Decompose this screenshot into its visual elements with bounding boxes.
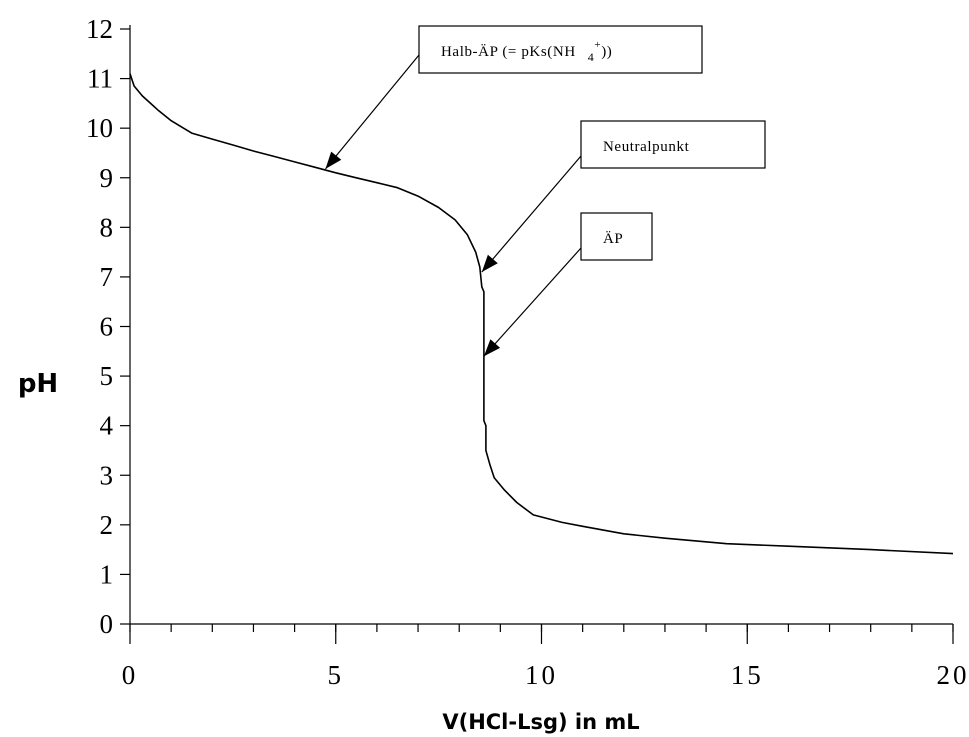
x-axis-title: V(HCl-Lsg) in mL (442, 710, 639, 734)
titration-curve (129, 73, 954, 555)
annotation-label: ÄP (603, 230, 623, 247)
y-tick-label: 8 (100, 212, 114, 242)
annotation-box (418, 25, 703, 74)
y-tick-label: 3 (100, 460, 114, 490)
callout-arrowhead (483, 339, 501, 357)
y-tick-label: 7 (100, 262, 114, 292)
x-tick-label: 15 (731, 660, 764, 690)
callout-arrow-line (324, 54, 420, 170)
y-tick-label: 11 (87, 64, 113, 94)
x-tick-label: 20 (937, 660, 969, 690)
annotation-box (580, 212, 653, 261)
y-tick-label: 1 (100, 559, 114, 589)
y-tick-label: 10 (86, 113, 113, 143)
axes (129, 25, 953, 625)
callout-arrow-line (483, 247, 582, 357)
y-tick-label: 9 (100, 163, 114, 193)
annotation-superscript: + (594, 39, 601, 51)
y-tick-label: 0 (100, 609, 114, 639)
y-tick-label: 2 (100, 510, 114, 540)
annotation-label: Neutralpunkt (603, 139, 690, 155)
callout-arrow-line (481, 155, 582, 273)
y-tick-label: 12 (86, 14, 113, 44)
annotation-subscript: 4 (588, 50, 595, 64)
x-tick-label: 5 (328, 660, 345, 690)
y-tick-label: 6 (100, 312, 114, 342)
annotation-tail: )) (601, 44, 612, 60)
y-tick-label: 5 (100, 361, 114, 391)
x-tick-label: 10 (525, 660, 558, 690)
annotation-box (580, 120, 766, 169)
callout-arrowhead (481, 254, 498, 272)
callout-arrowhead (325, 151, 342, 169)
x-tick-label: 0 (122, 660, 139, 690)
series (129, 73, 954, 555)
y-tick-label: 4 (100, 411, 114, 441)
y-axis-title: pH (18, 369, 58, 399)
